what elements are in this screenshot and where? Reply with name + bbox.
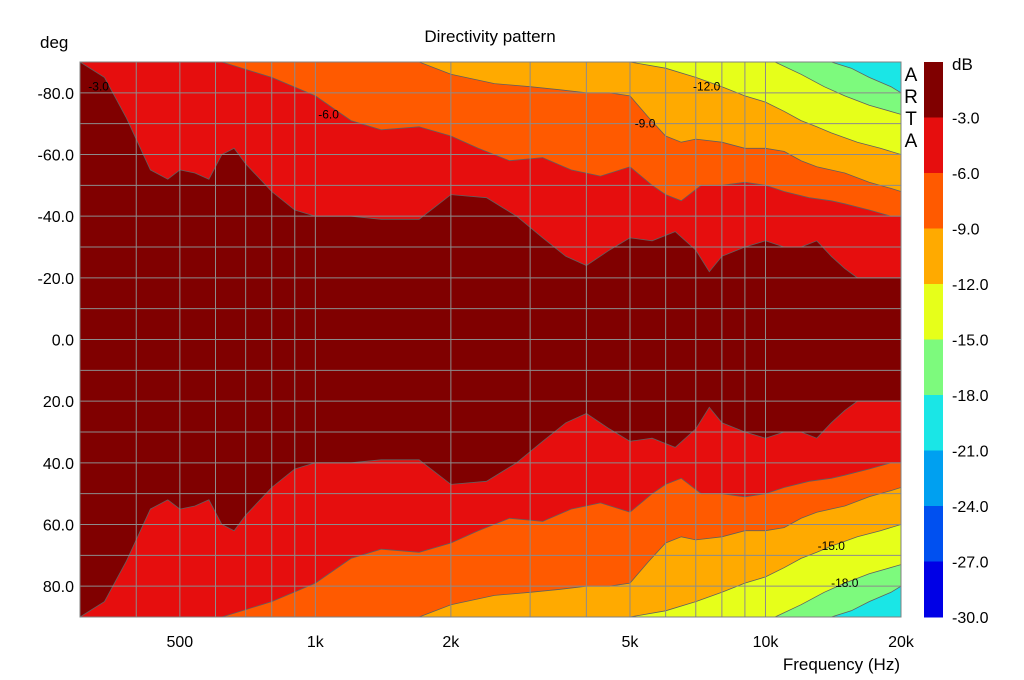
plot-area: -3.0 -6.0 -9.0 -12.0 -15.0 -18.0 [79,61,902,618]
y-tick-label: 40.0 [43,456,74,473]
x-tick-label: 2k [442,634,460,651]
colorbar-segment [924,339,943,396]
x-tick-label: 5k [622,634,640,651]
colorbar-tick-label: -24.0 [952,499,989,516]
colorbar-tick-label: -12.0 [952,277,989,294]
x-axis-label: Frequency (Hz) [783,655,900,674]
watermark-letter: A [905,65,918,86]
x-tick-label: 10k [753,634,780,651]
contour-line-top--9.0 [418,62,901,192]
colorbar-tick-label: -6.0 [952,166,980,183]
colorbar-segment [924,561,943,618]
colorbar: dB -3.0 -6.0 -9.0 -12.0 -15.0 -18.0 -21.0 -24.0… [924,55,989,627]
contour-line-top--18.0 [831,62,901,94]
y-tick-label: 20.0 [43,394,74,411]
contour-line-bottom--18.0 [831,585,901,617]
contour-line-top--3.0 [80,62,901,279]
x-tick-label: 1k [307,634,325,651]
contour-line-bottom--15.0 [774,564,901,617]
y-tick-label: -80.0 [38,86,75,103]
colorbar-segment [924,228,943,285]
contour-band-top--18.0 [831,62,901,93]
colorbar-tick-label: -30.0 [952,610,989,627]
y-tick-label: -60.0 [38,148,75,165]
colorbar-tick-label: -21.0 [952,444,989,461]
colorbar-segment [924,62,943,118]
colorbar-tick-label: -18.0 [952,388,989,405]
colorbar-tick-label: -9.0 [952,222,980,239]
y-axis-label: deg [40,33,68,52]
y-tick-label: 80.0 [43,579,74,596]
contour-label: -9.0 [635,117,656,131]
chart-title: Directivity pattern [424,27,555,46]
contour-label: -6.0 [318,107,339,121]
plot-border [79,61,902,618]
colorbar-segment [924,395,943,451]
colorbar-tick-label: -3.0 [952,111,980,128]
y-tick-label: -40.0 [38,209,75,226]
contour-label: -15.0 [818,539,846,553]
colorbar-segment [924,173,943,229]
contour-label: -12.0 [693,80,721,94]
watermark-letter: R [904,87,918,108]
contour-line-bottom--9.0 [418,487,901,617]
watermark-background [902,62,921,150]
x-tick-label: 20k [888,634,915,651]
x-tick-label: 500 [167,634,194,651]
colorbar-segment [924,284,943,340]
colorbar-tick-label: -27.0 [952,555,989,572]
colorbar-label: dB [952,55,973,74]
colorbar-segment [924,117,943,174]
colorbar-segment [924,450,943,507]
contour-label: -3.0 [88,80,109,94]
y-tick-label: -20.0 [38,271,75,288]
contour-label: -18.0 [831,576,859,590]
watermark-letter: A [905,131,918,152]
contour-line-top--15.0 [774,62,901,115]
x-axis: 500 1k 2k 5k 10k 20k [167,634,915,651]
watermark-letter: T [905,109,917,130]
colorbar-segment [924,506,943,562]
contour-band-bottom--18.0 [831,586,901,617]
y-tick-label: 60.0 [43,518,74,535]
colorbar-tick-label: -15.0 [952,333,989,350]
y-axis: -80.0 -60.0 -40.0 -20.0 0.0 20.0 40.0 60.0 80.0 [38,86,75,596]
contour-line-bottom--3.0 [80,400,901,617]
y-tick-label: 0.0 [52,333,74,350]
